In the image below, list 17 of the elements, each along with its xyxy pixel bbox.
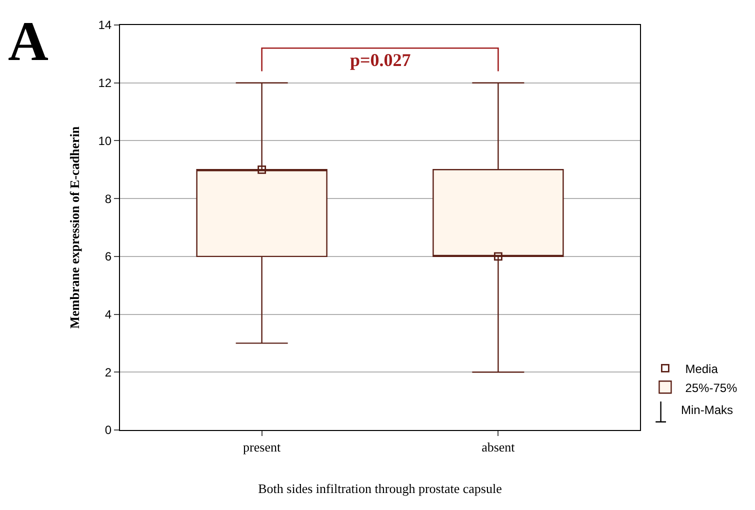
x-tick-label: absent bbox=[482, 440, 516, 455]
text: Min-Maks bbox=[681, 403, 734, 417]
y-tick-label: 14 bbox=[98, 18, 112, 32]
y-tick-label: 0 bbox=[104, 423, 112, 438]
y-axis-title: Membrane expression of E-cadherin bbox=[67, 126, 82, 329]
y-tick-label: 12 bbox=[98, 76, 112, 90]
y-tick-label: 6 bbox=[104, 250, 112, 264]
y-tick-label: 10 bbox=[98, 134, 112, 148]
x-axis-title: Both sides infiltration through prostate capsule bbox=[258, 481, 502, 496]
y-tick-label: 4 bbox=[104, 307, 112, 322]
x-tick-label: present bbox=[243, 440, 281, 455]
legend-label: 25%-75% bbox=[685, 380, 738, 395]
y-tick-label: 8 bbox=[104, 192, 112, 206]
y-tick-label: 2 bbox=[104, 365, 112, 380]
annotation: p=0.027 bbox=[350, 50, 411, 70]
legend-label: Media bbox=[685, 362, 718, 376]
chart-title: A bbox=[8, 11, 49, 73]
